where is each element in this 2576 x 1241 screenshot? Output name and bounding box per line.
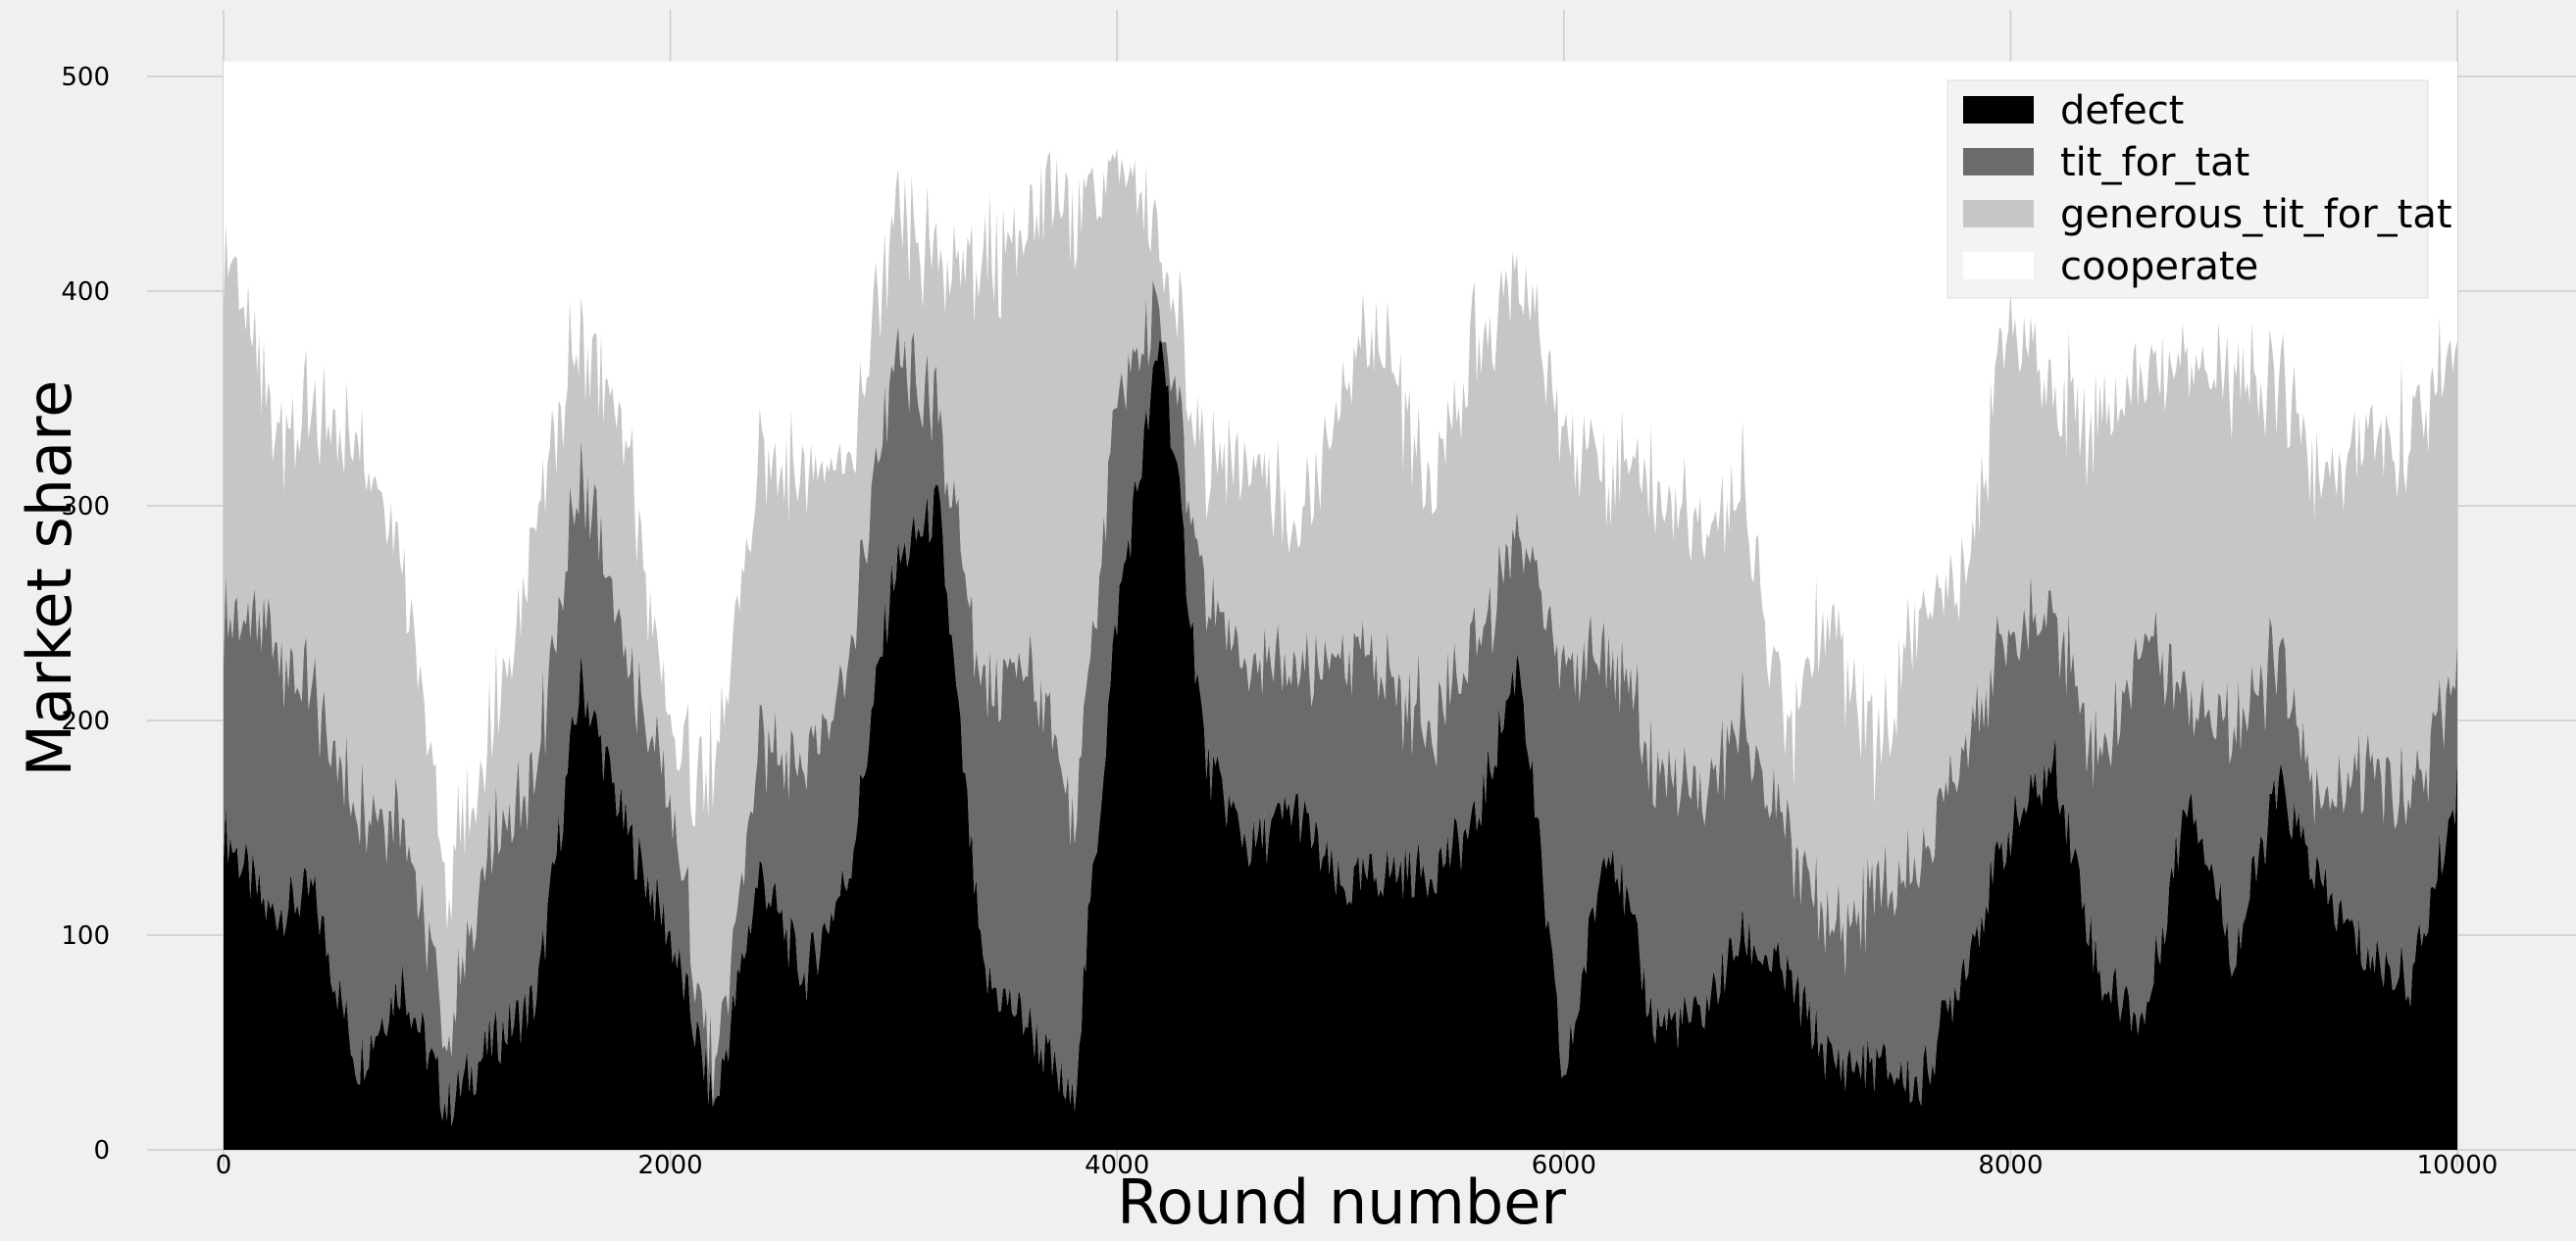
- legend-label-defect: defect: [2060, 88, 2184, 133]
- x-tick-label-3: 6000: [1532, 1151, 1596, 1180]
- x-tick-label-5: 10000: [2417, 1151, 2499, 1180]
- legend-label-generous-tit-for-tat: generous_tit_for_tat: [2060, 192, 2452, 237]
- y-tick-label-1: 100: [61, 921, 110, 951]
- legend: defect tit_for_tat generous_tit_for_tatcoo…: [1946, 79, 2452, 299]
- area-defect: [224, 339, 2457, 1150]
- x-tick-label-4: 8000: [1978, 1151, 2043, 1180]
- legend-swatch-defect: [1963, 96, 2034, 124]
- x-tick-label-2: 4000: [1085, 1151, 1149, 1180]
- y-axis-title: Market share: [14, 380, 85, 777]
- y-tick-label-2: 200: [61, 707, 110, 736]
- area-generous-tit-for-tat: [224, 148, 2457, 1104]
- y-tick-label-5: 500: [61, 63, 110, 92]
- x-axis-title: Round number: [1117, 1167, 1566, 1238]
- legend-swatch-tit-for-tat: [1963, 148, 2034, 175]
- y-tick-label-0: 0: [93, 1136, 110, 1166]
- legend-label-cooperate: cooperate: [2060, 244, 2258, 289]
- plot-areas: [224, 61, 2457, 1150]
- tick-labels: 0 2000 4000 6000 8000 10000 0 100 200 300 400 500: [61, 63, 2498, 1180]
- x-tick-label-0: 0: [216, 1151, 232, 1180]
- y-tick-label-4: 400: [61, 277, 110, 307]
- x-tick-label-1: 2000: [638, 1151, 703, 1180]
- area-cooperate: [224, 61, 2457, 930]
- legend-label-tit-for-tat: tit_for_tat: [2060, 140, 2249, 185]
- legend-swatch-generous-tit-for-tat: [1963, 200, 2034, 227]
- area-tit-for-tat: [224, 279, 2457, 1126]
- y-tick-label-3: 300: [61, 492, 110, 521]
- legend-swatch-cooperate: [1963, 252, 2034, 279]
